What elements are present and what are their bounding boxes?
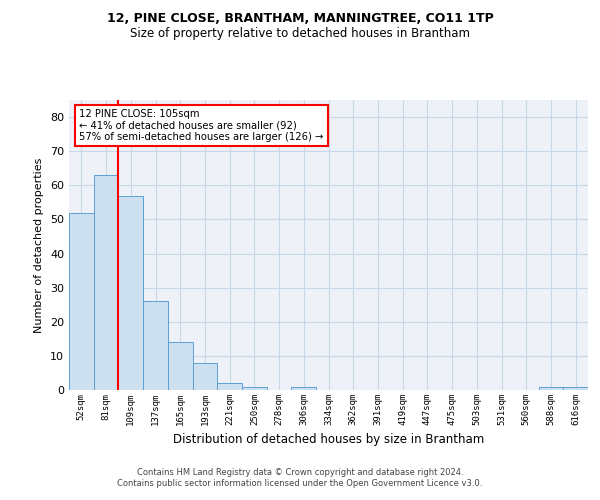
Bar bbox=[292, 386, 316, 390]
Text: 12 PINE CLOSE: 105sqm
← 41% of detached houses are smaller (92)
57% of semi-deta: 12 PINE CLOSE: 105sqm ← 41% of detached … bbox=[79, 108, 324, 142]
Text: Size of property relative to detached houses in Brantham: Size of property relative to detached ho… bbox=[130, 28, 470, 40]
X-axis label: Distribution of detached houses by size in Brantham: Distribution of detached houses by size … bbox=[173, 434, 484, 446]
Text: Contains HM Land Registry data © Crown copyright and database right 2024.
Contai: Contains HM Land Registry data © Crown c… bbox=[118, 468, 482, 487]
Bar bbox=[94, 175, 118, 390]
Bar bbox=[168, 342, 193, 390]
Bar bbox=[143, 302, 168, 390]
Bar bbox=[118, 196, 143, 390]
Y-axis label: Number of detached properties: Number of detached properties bbox=[34, 158, 44, 332]
Bar bbox=[563, 386, 588, 390]
Bar bbox=[217, 383, 242, 390]
Bar bbox=[539, 386, 563, 390]
Bar bbox=[69, 212, 94, 390]
Bar bbox=[242, 386, 267, 390]
Bar bbox=[193, 362, 217, 390]
Text: 12, PINE CLOSE, BRANTHAM, MANNINGTREE, CO11 1TP: 12, PINE CLOSE, BRANTHAM, MANNINGTREE, C… bbox=[107, 12, 493, 26]
